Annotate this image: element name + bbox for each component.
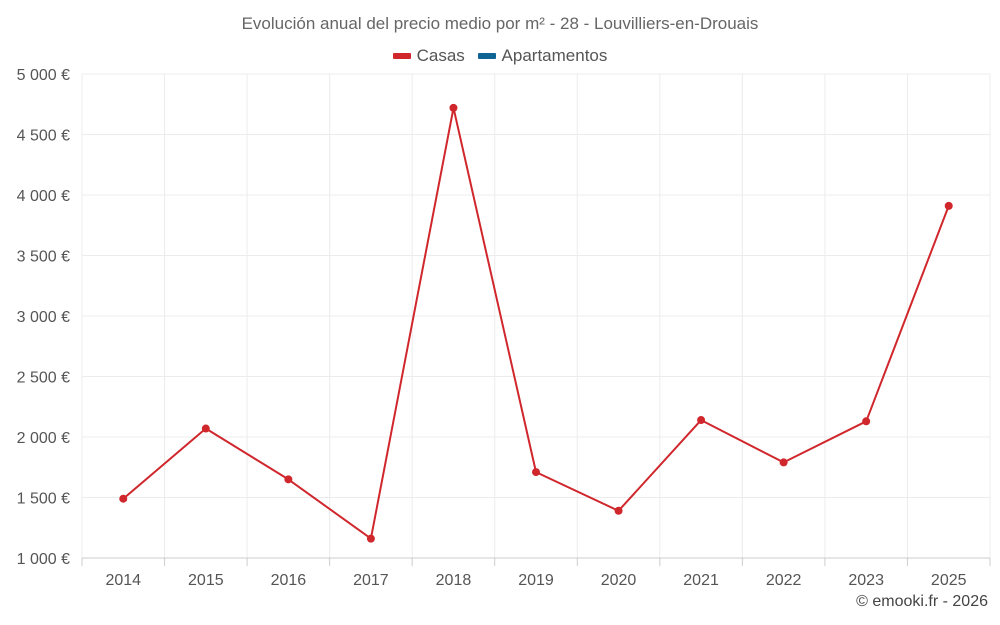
y-tick-label: 2 500 €	[17, 370, 70, 387]
y-tick-label: 5 000 €	[17, 67, 70, 84]
legend-item-apartamentos[interactable]: Apartamentos	[477, 46, 608, 66]
data-point-casas	[119, 494, 128, 503]
copyright-notice: © emooki.fr - 2026	[856, 593, 988, 610]
legend-item-casas[interactable]: Casas	[392, 46, 465, 66]
y-tick-label: 3 500 €	[17, 249, 70, 266]
data-point-casas	[532, 468, 540, 477]
legend-label-apartamentos: Apartamentos	[501, 46, 608, 65]
x-tick-label: 2021	[683, 572, 719, 589]
x-tick-label: 2023	[848, 572, 884, 589]
x-tick-label: 2015	[188, 572, 224, 589]
data-point-casas	[862, 417, 871, 426]
data-point-casas	[697, 416, 706, 425]
data-point-casas	[366, 534, 375, 543]
y-tick-label: 1 000 €	[17, 551, 70, 568]
legend-label-casas: Casas	[416, 46, 465, 65]
x-tick-label: 2017	[353, 572, 389, 589]
x-tick-label: 2018	[436, 572, 472, 589]
data-point-casas	[614, 506, 623, 515]
legend: Casas Apartamentos	[0, 44, 1000, 66]
y-tick-label: 4 500 €	[17, 128, 70, 145]
y-tick-label: 2 000 €	[17, 430, 70, 447]
x-tick-label: 2020	[601, 572, 637, 589]
data-point-casas	[284, 475, 293, 484]
x-tick-label: 2022	[766, 572, 802, 589]
data-point-casas	[779, 458, 788, 467]
legend-swatch-apartamentos	[477, 53, 496, 59]
data-point-casas	[944, 201, 953, 210]
legend-swatch-casas	[392, 53, 411, 59]
x-tick-label: 2019	[518, 572, 554, 589]
data-point-casas	[449, 103, 458, 112]
x-tick-label: 2014	[105, 572, 141, 589]
chart-title: Evolución anual del precio medio por m² …	[241, 14, 759, 33]
y-tick-label: 4 000 €	[17, 188, 70, 205]
y-tick-label: 1 500 €	[17, 491, 70, 508]
x-tick-label: 2016	[271, 572, 307, 589]
y-tick-label: 3 000 €	[17, 309, 70, 326]
x-tick-label: 2025	[931, 572, 967, 589]
data-point-casas	[201, 424, 210, 433]
